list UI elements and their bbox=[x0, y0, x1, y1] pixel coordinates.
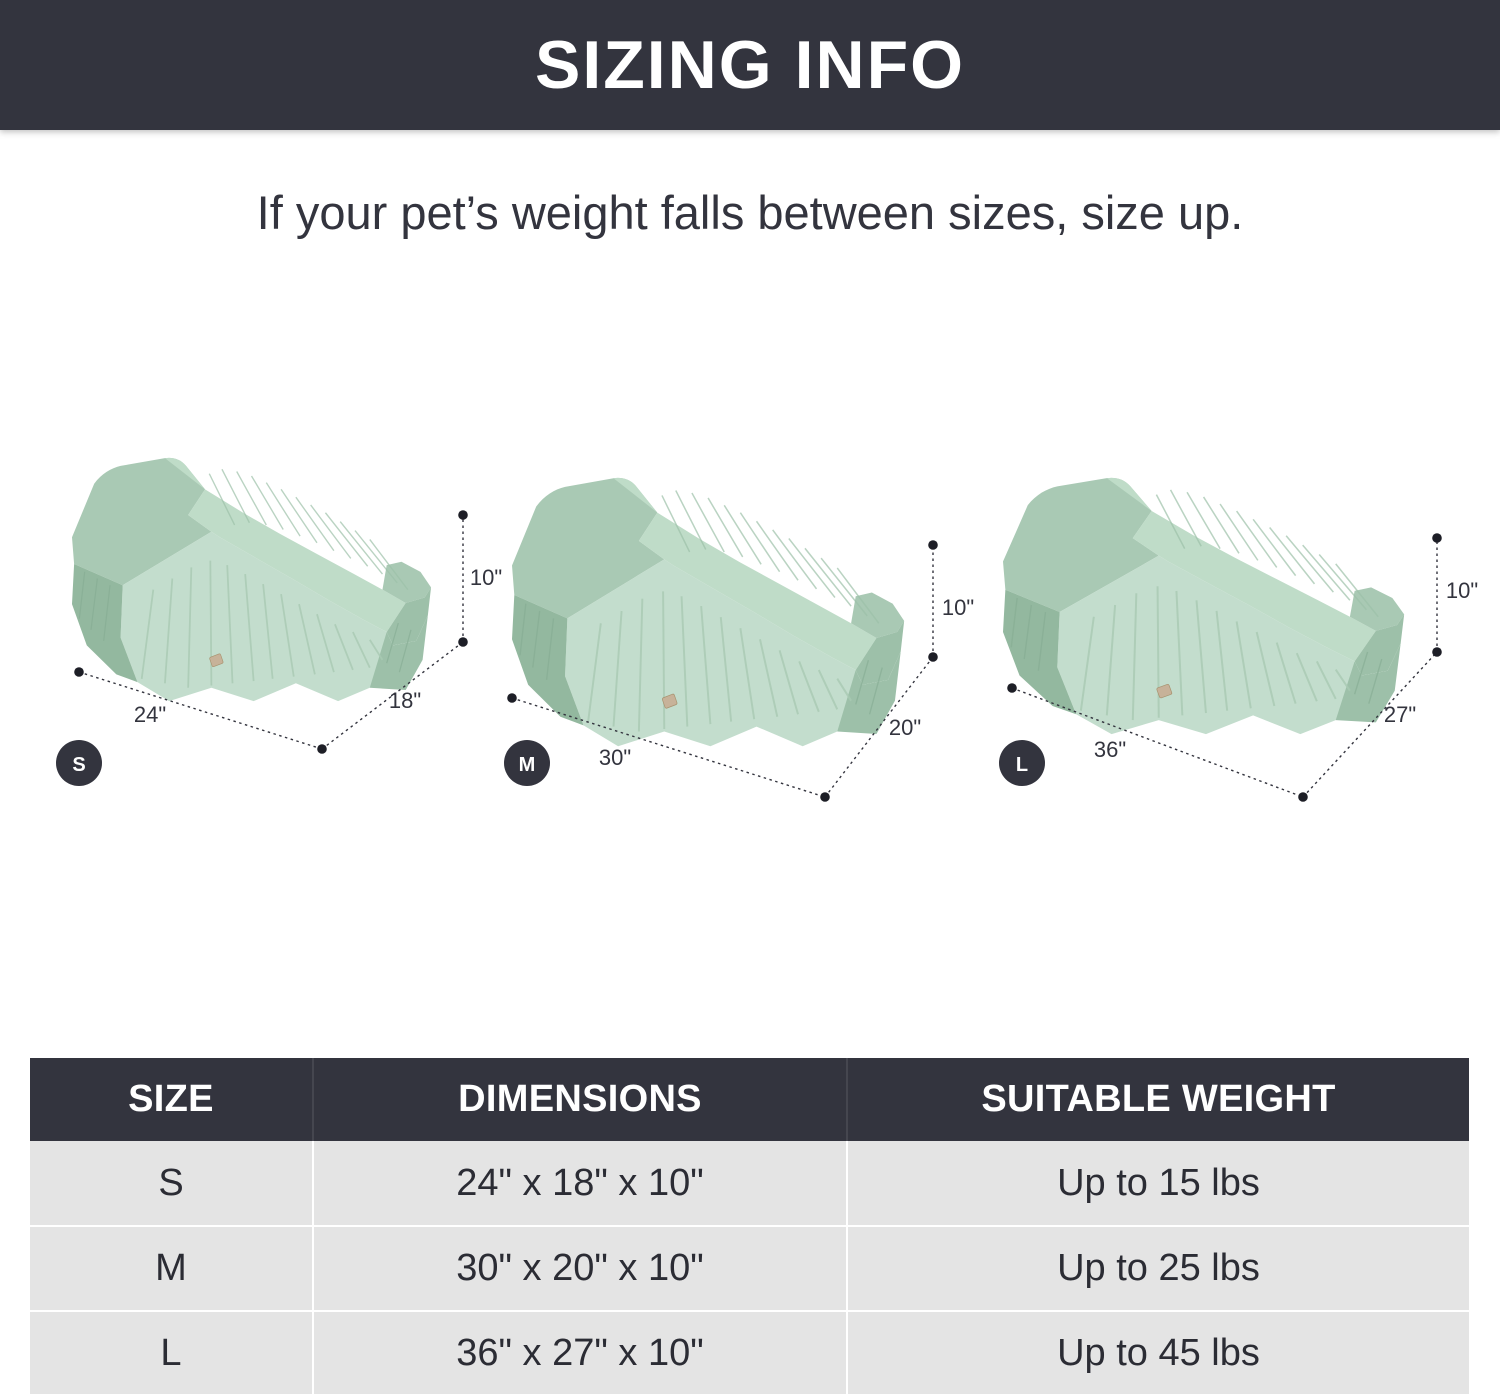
svg-text:24": 24" bbox=[134, 702, 166, 727]
svg-text:30": 30" bbox=[599, 745, 631, 770]
svg-text:L: L bbox=[1016, 754, 1028, 776]
svg-text:10": 10" bbox=[1446, 578, 1478, 603]
svg-text:10": 10" bbox=[470, 565, 502, 590]
svg-text:36": 36" bbox=[1094, 737, 1126, 762]
svg-text:S: S bbox=[72, 754, 85, 776]
svg-text:10": 10" bbox=[942, 595, 974, 620]
svg-text:27": 27" bbox=[1384, 702, 1416, 727]
svg-text:M: M bbox=[519, 754, 536, 776]
svg-text:20": 20" bbox=[889, 715, 921, 740]
svg-text:18": 18" bbox=[389, 688, 421, 713]
